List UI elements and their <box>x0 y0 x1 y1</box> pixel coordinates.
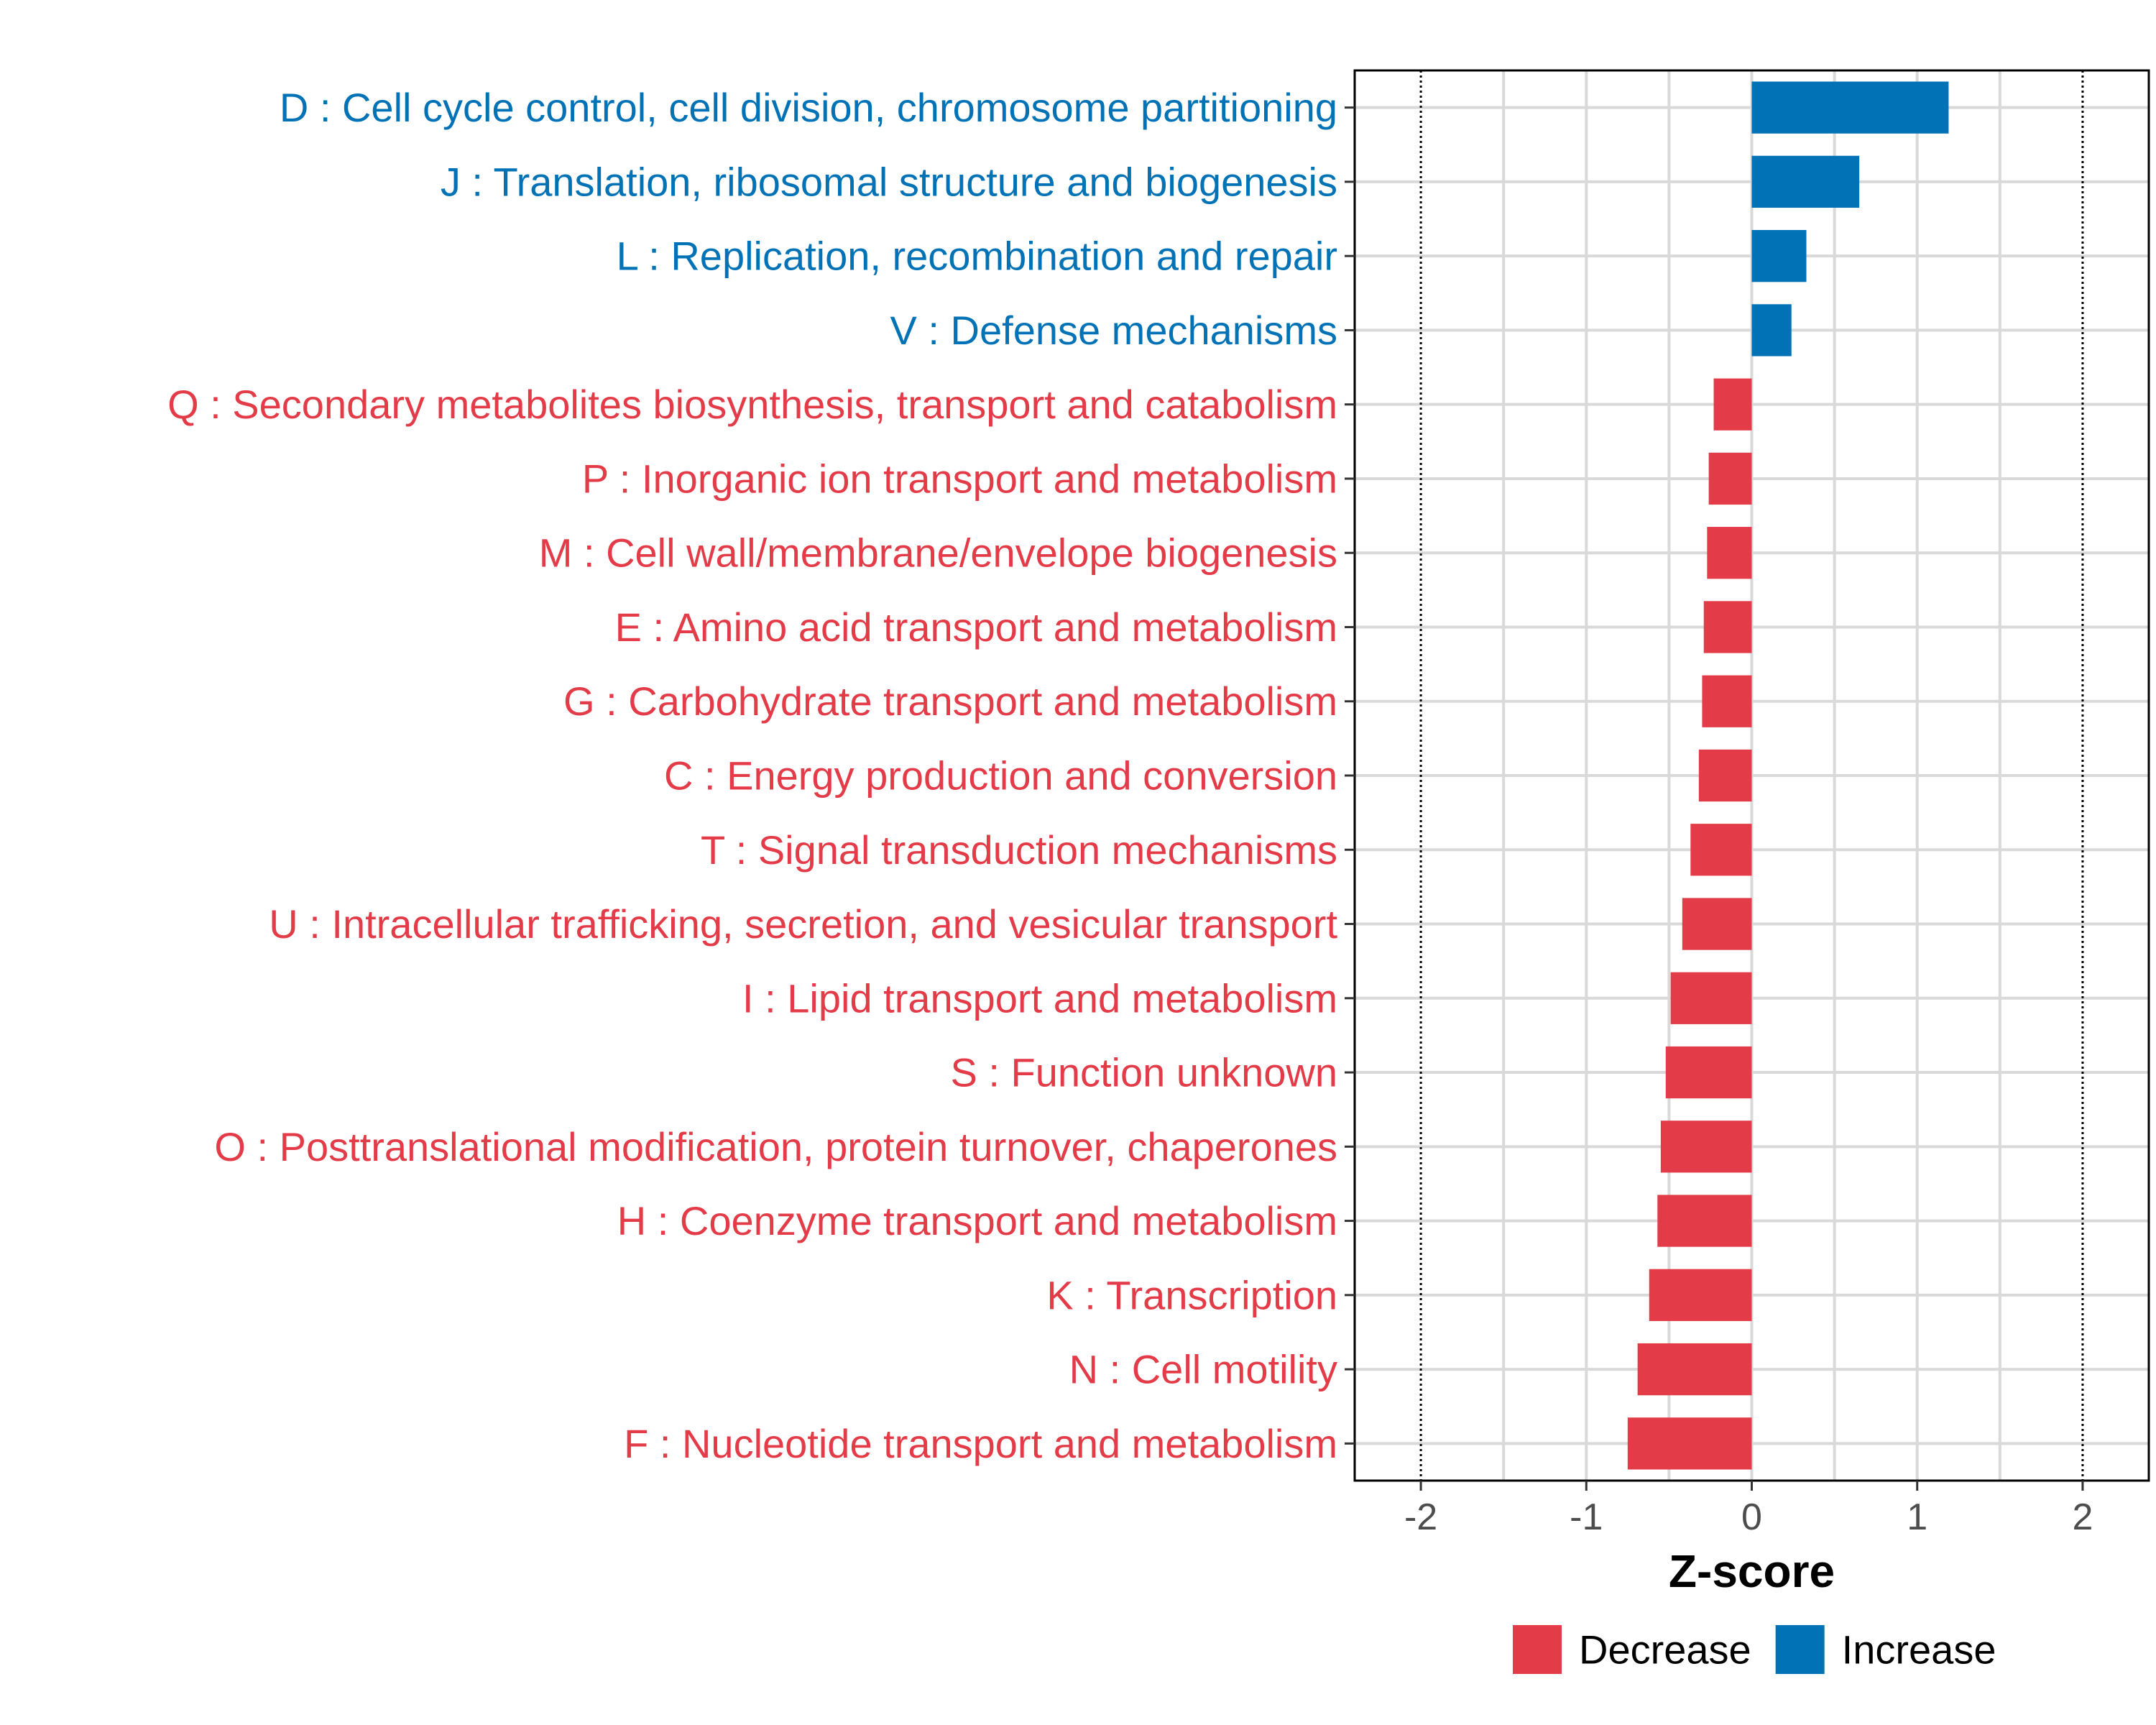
bar-t <box>1690 824 1752 876</box>
bar-s <box>1665 1046 1752 1099</box>
category-label: I : Lipid transport and metabolism <box>742 975 1337 1021</box>
category-label: M : Cell wall/membrane/envelope biogenes… <box>539 530 1337 576</box>
category-label: G : Carbohydrate transport and metabolis… <box>563 678 1337 724</box>
x-tick-label: -1 <box>1570 1496 1603 1538</box>
x-tick-label: 1 <box>1907 1496 1927 1538</box>
category-label: H : Coenzyme transport and metabolism <box>617 1198 1337 1243</box>
bar-v <box>1751 304 1792 356</box>
category-label: O : Posttranslational modification, prot… <box>214 1124 1337 1169</box>
y-axis-ticks: D : Cell cycle control, cell division, c… <box>167 85 1355 1466</box>
reference-lines-layer <box>1419 70 2084 1481</box>
bar-e <box>1703 601 1752 653</box>
category-label: P : Inorganic ion transport and metaboli… <box>582 456 1337 501</box>
x-tick-label: 2 <box>2072 1496 2093 1538</box>
bar-o <box>1660 1121 1752 1173</box>
bar-i <box>1670 972 1752 1024</box>
bar-j <box>1751 155 1860 208</box>
bar-q <box>1713 378 1752 431</box>
bar-g <box>1702 675 1752 727</box>
category-label: F : Nucleotide transport and metabolism <box>624 1421 1337 1466</box>
bar-l <box>1751 230 1807 282</box>
category-label: E : Amino acid transport and metabolism <box>615 604 1337 650</box>
legend: Decrease Increase <box>1513 1625 1996 1674</box>
bar-n <box>1637 1343 1752 1396</box>
bar-p <box>1708 452 1752 505</box>
legend-label-decrease: Decrease <box>1579 1627 1751 1673</box>
category-label: D : Cell cycle control, cell division, c… <box>280 85 1337 130</box>
legend-swatch-decrease <box>1513 1625 1562 1674</box>
bars-layer <box>1627 81 1949 1470</box>
category-label: Q : Secondary metabolites biosynthesis, … <box>167 382 1337 427</box>
category-label: C : Energy production and conversion <box>664 753 1337 799</box>
bar-d <box>1751 81 1949 134</box>
bar-f <box>1627 1417 1752 1470</box>
bar-c <box>1698 749 1752 802</box>
category-label: T : Signal transduction mechanisms <box>701 827 1337 873</box>
category-label: K : Transcription <box>1046 1272 1337 1317</box>
bar-m <box>1707 527 1752 579</box>
bar-k <box>1649 1269 1752 1321</box>
category-label: N : Cell motility <box>1069 1347 1337 1392</box>
x-tick-label: 0 <box>1741 1496 1762 1538</box>
bar-h <box>1657 1195 1752 1247</box>
bar-u <box>1682 898 1752 950</box>
category-label: S : Function unknown <box>950 1050 1337 1095</box>
category-label: J : Translation, ribosomal structure and… <box>441 159 1337 204</box>
legend-label-increase: Increase <box>1842 1627 1996 1673</box>
x-axis-ticks: -2 -1 0 1 2 <box>1404 1481 2093 1538</box>
category-label: U : Intracellular trafficking, secretion… <box>269 901 1337 947</box>
x-tick-label: -2 <box>1404 1496 1437 1538</box>
x-axis-title: Z-score <box>1669 1545 1835 1597</box>
category-label: V : Defense mechanisms <box>890 308 1337 353</box>
category-label: L : Replication, recombination and repai… <box>617 234 1337 279</box>
legend-swatch-increase <box>1775 1625 1825 1674</box>
